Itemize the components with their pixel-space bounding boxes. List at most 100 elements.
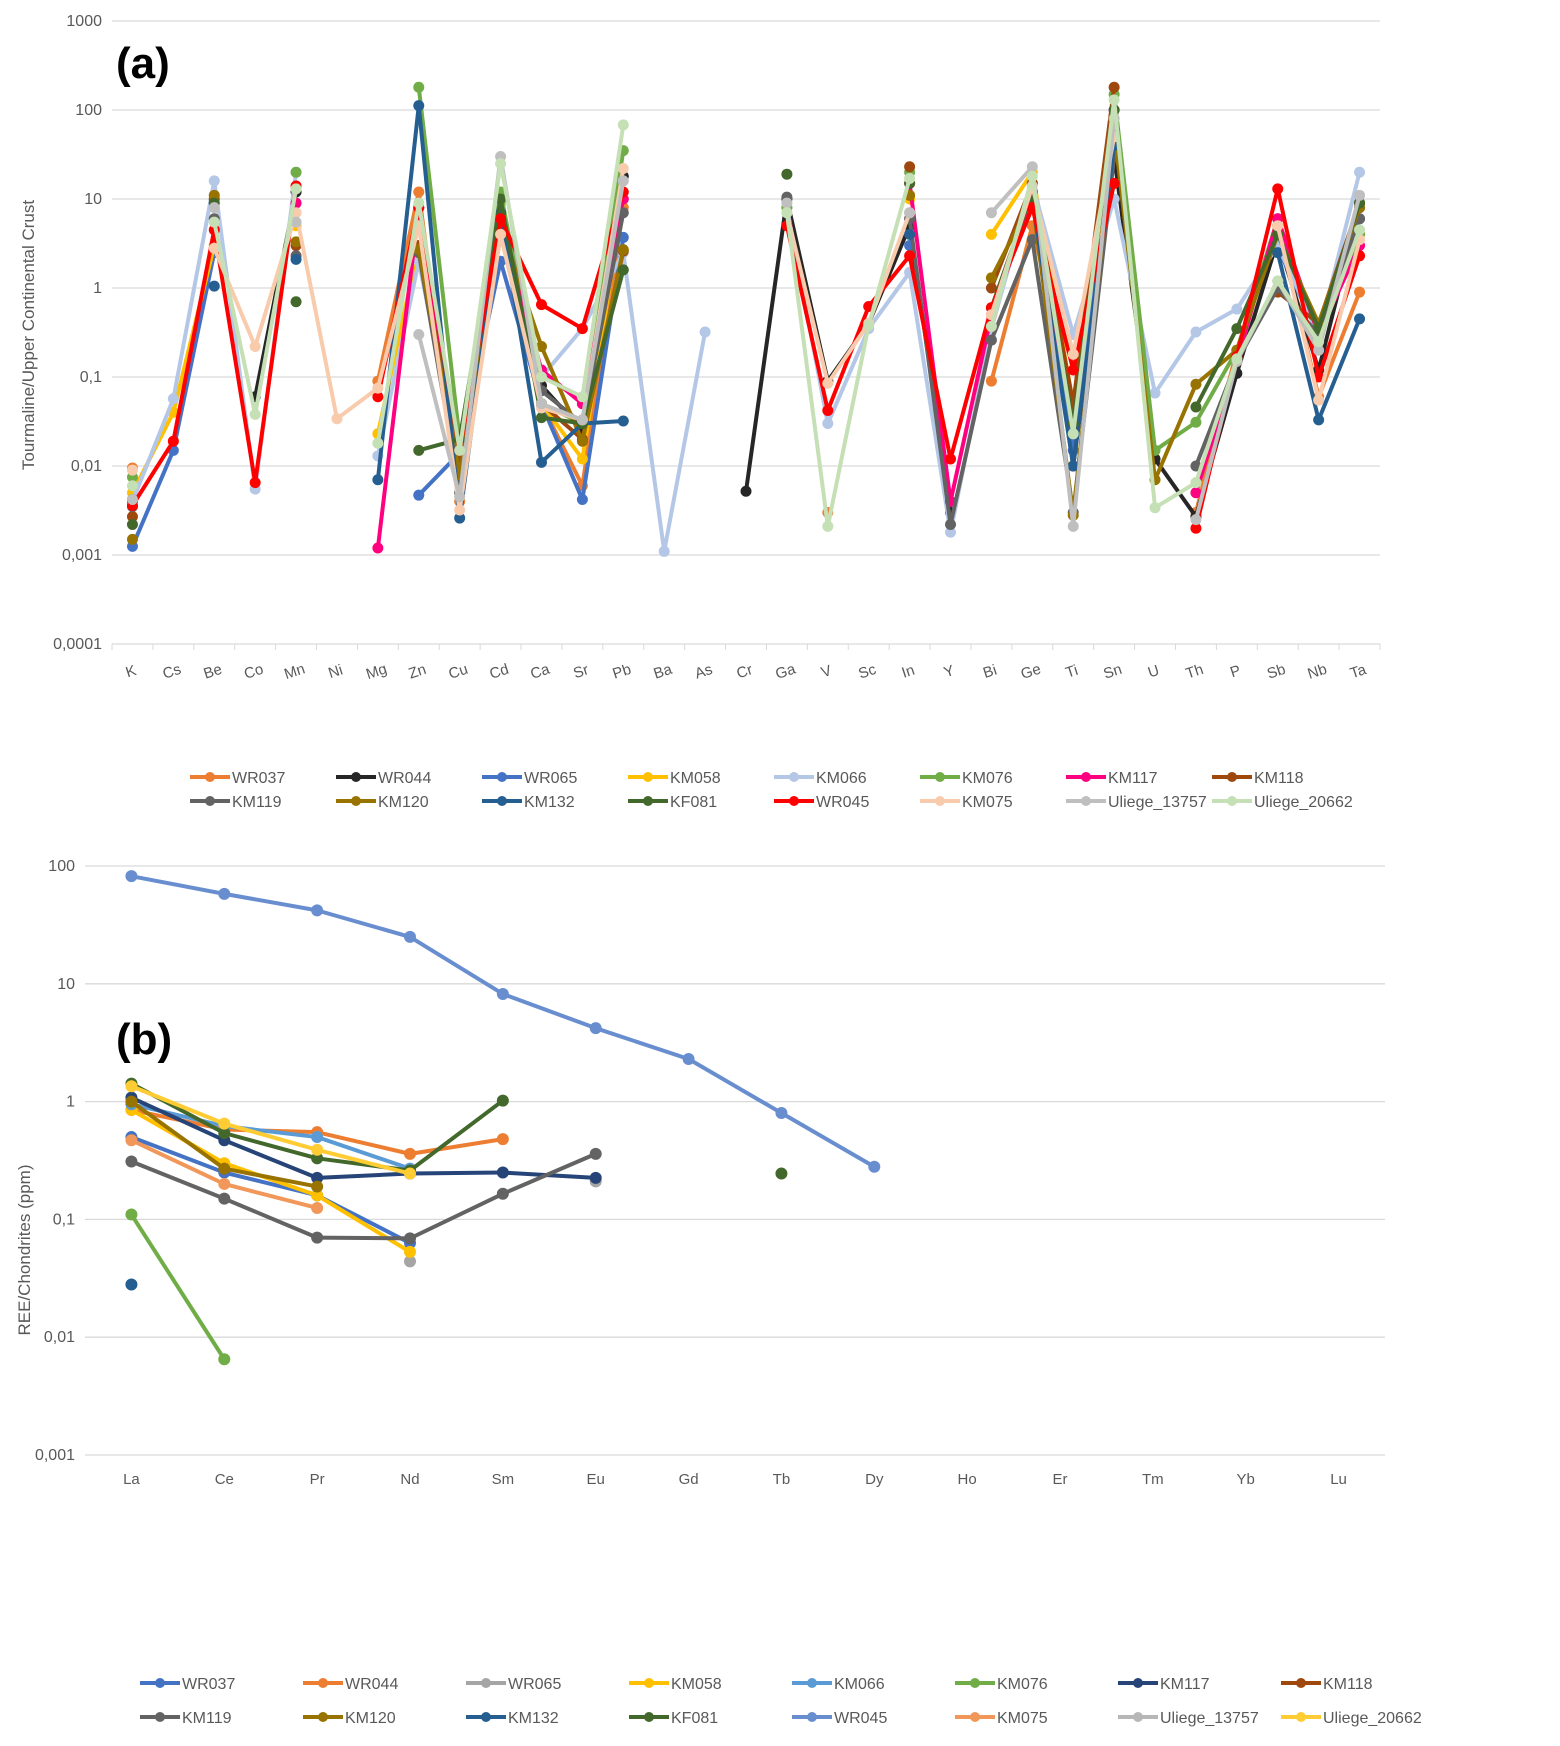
series-line-segment bbox=[539, 326, 585, 379]
legend-label: KF081 bbox=[671, 1710, 718, 1727]
data-point bbox=[1108, 94, 1120, 106]
series-line-segment bbox=[457, 161, 503, 453]
x-tick-label: Sn bbox=[1101, 661, 1124, 683]
data-point bbox=[125, 1155, 138, 1168]
data-point bbox=[985, 282, 997, 294]
data-point bbox=[208, 175, 220, 187]
series-line-segment bbox=[1275, 278, 1321, 344]
data-point bbox=[589, 1171, 602, 1184]
data-point bbox=[1272, 247, 1284, 259]
data-point bbox=[985, 228, 997, 240]
legend-item[interactable]: KM058 bbox=[628, 770, 721, 787]
series-line-segment bbox=[212, 246, 258, 349]
legend-item[interactable]: KM132 bbox=[482, 794, 575, 811]
series-KM066 bbox=[126, 166, 1366, 557]
legend-item[interactable]: Uliege_20662 bbox=[1212, 794, 1353, 811]
legend-item[interactable]: KM066 bbox=[774, 770, 867, 787]
x-tick-label: Sr bbox=[571, 661, 591, 682]
series-line-segment bbox=[784, 210, 830, 386]
legend-item[interactable]: KM119 bbox=[190, 794, 282, 811]
legend-item[interactable]: KM066 bbox=[792, 1676, 885, 1693]
data-point bbox=[218, 1353, 231, 1366]
chart-b-y-ticks: 0,001 0,01 0,1 1 10 100 bbox=[35, 858, 75, 1464]
series-WR037 bbox=[126, 124, 1366, 519]
series-line-segment bbox=[784, 210, 830, 529]
data-point bbox=[496, 1094, 509, 1107]
data-point bbox=[218, 1177, 231, 1190]
series-line-segment bbox=[948, 338, 994, 527]
x-tick-label: Nb bbox=[1306, 661, 1330, 683]
data-point bbox=[454, 444, 466, 456]
legend-label: KM118 bbox=[1254, 770, 1304, 787]
legend-item[interactable]: WR037 bbox=[140, 1676, 235, 1693]
legend-item[interactable]: KM058 bbox=[629, 1676, 722, 1693]
data-point bbox=[1026, 234, 1038, 246]
legend-marker bbox=[970, 1712, 980, 1722]
legend-item[interactable]: KM117 bbox=[1118, 1676, 1210, 1693]
legend-item[interactable]: WR037 bbox=[190, 770, 285, 787]
legend-item[interactable]: KM076 bbox=[920, 770, 1013, 787]
data-point bbox=[208, 216, 220, 228]
legend-item[interactable]: WR065 bbox=[482, 770, 577, 787]
legend-item[interactable]: WR044 bbox=[303, 1676, 398, 1693]
data-point bbox=[404, 930, 416, 943]
x-tick-label: Ca bbox=[528, 660, 552, 682]
legend-item[interactable]: KM132 bbox=[466, 1710, 559, 1727]
legend-item[interactable]: Uliege_13757 bbox=[1066, 794, 1207, 811]
series-line-segment bbox=[989, 237, 1035, 343]
legend-item[interactable]: KM120 bbox=[303, 1710, 396, 1727]
legend-item[interactable]: KM120 bbox=[336, 794, 429, 811]
series-line-segment bbox=[171, 250, 217, 453]
legend-item[interactable]: KF081 bbox=[629, 1710, 718, 1727]
y-tick-label: 0,001 bbox=[62, 547, 102, 564]
legend-item[interactable]: WR045 bbox=[774, 794, 869, 811]
data-point bbox=[822, 377, 834, 389]
legend-marker bbox=[351, 772, 361, 782]
y-tick-label: 0,001 bbox=[35, 1447, 75, 1464]
legend-label: KM075 bbox=[997, 1710, 1048, 1727]
data-point bbox=[740, 485, 752, 497]
series-line-segment bbox=[408, 1098, 505, 1173]
data-point bbox=[1272, 275, 1284, 287]
legend-item[interactable]: KM075 bbox=[955, 1710, 1048, 1727]
data-point bbox=[167, 435, 179, 447]
x-tick-label: Ba bbox=[651, 661, 674, 683]
y-tick-label: 0,0001 bbox=[53, 636, 102, 653]
series-Uliege_20662 bbox=[125, 1080, 416, 1180]
data-point bbox=[775, 1167, 788, 1180]
legend-item[interactable]: KM118 bbox=[1281, 1676, 1373, 1693]
x-tick-label: Mn bbox=[282, 660, 307, 683]
legend-item[interactable]: KM119 bbox=[140, 1710, 232, 1727]
data-point bbox=[208, 202, 220, 214]
data-point bbox=[1190, 378, 1202, 390]
legend-marker bbox=[789, 772, 799, 782]
data-point bbox=[454, 512, 466, 524]
series-line-segment bbox=[825, 323, 871, 529]
series-line-segment bbox=[907, 253, 953, 461]
x-tick-label: K bbox=[124, 662, 139, 681]
legend-marker bbox=[644, 1678, 654, 1688]
data-point bbox=[1149, 502, 1161, 514]
series-line-segment bbox=[1153, 480, 1198, 510]
data-point bbox=[126, 533, 138, 545]
data-point bbox=[576, 414, 588, 426]
legend-item[interactable]: WR044 bbox=[336, 770, 431, 787]
legend-label: KM119 bbox=[182, 1710, 232, 1727]
legend-item[interactable]: KM118 bbox=[1212, 770, 1304, 787]
legend-item[interactable]: WR045 bbox=[792, 1710, 887, 1727]
data-point bbox=[249, 477, 261, 489]
legend-item[interactable]: KM075 bbox=[920, 794, 1013, 811]
legend-label: WR037 bbox=[232, 770, 285, 787]
data-point bbox=[822, 405, 834, 417]
legend-item[interactable]: KF081 bbox=[628, 794, 717, 811]
series-line-segment bbox=[744, 197, 789, 494]
legend-item[interactable]: Uliege_20662 bbox=[1281, 1710, 1422, 1727]
legend-item[interactable]: KM076 bbox=[955, 1676, 1048, 1693]
series-line-segment bbox=[989, 170, 1035, 237]
series-line-segment bbox=[171, 227, 217, 444]
data-point bbox=[311, 904, 324, 917]
legend-label: WR065 bbox=[524, 770, 577, 787]
legend-item[interactable]: Uliege_13757 bbox=[1118, 1710, 1259, 1727]
legend-item[interactable]: WR065 bbox=[466, 1676, 561, 1693]
legend-item[interactable]: KM117 bbox=[1066, 770, 1158, 787]
